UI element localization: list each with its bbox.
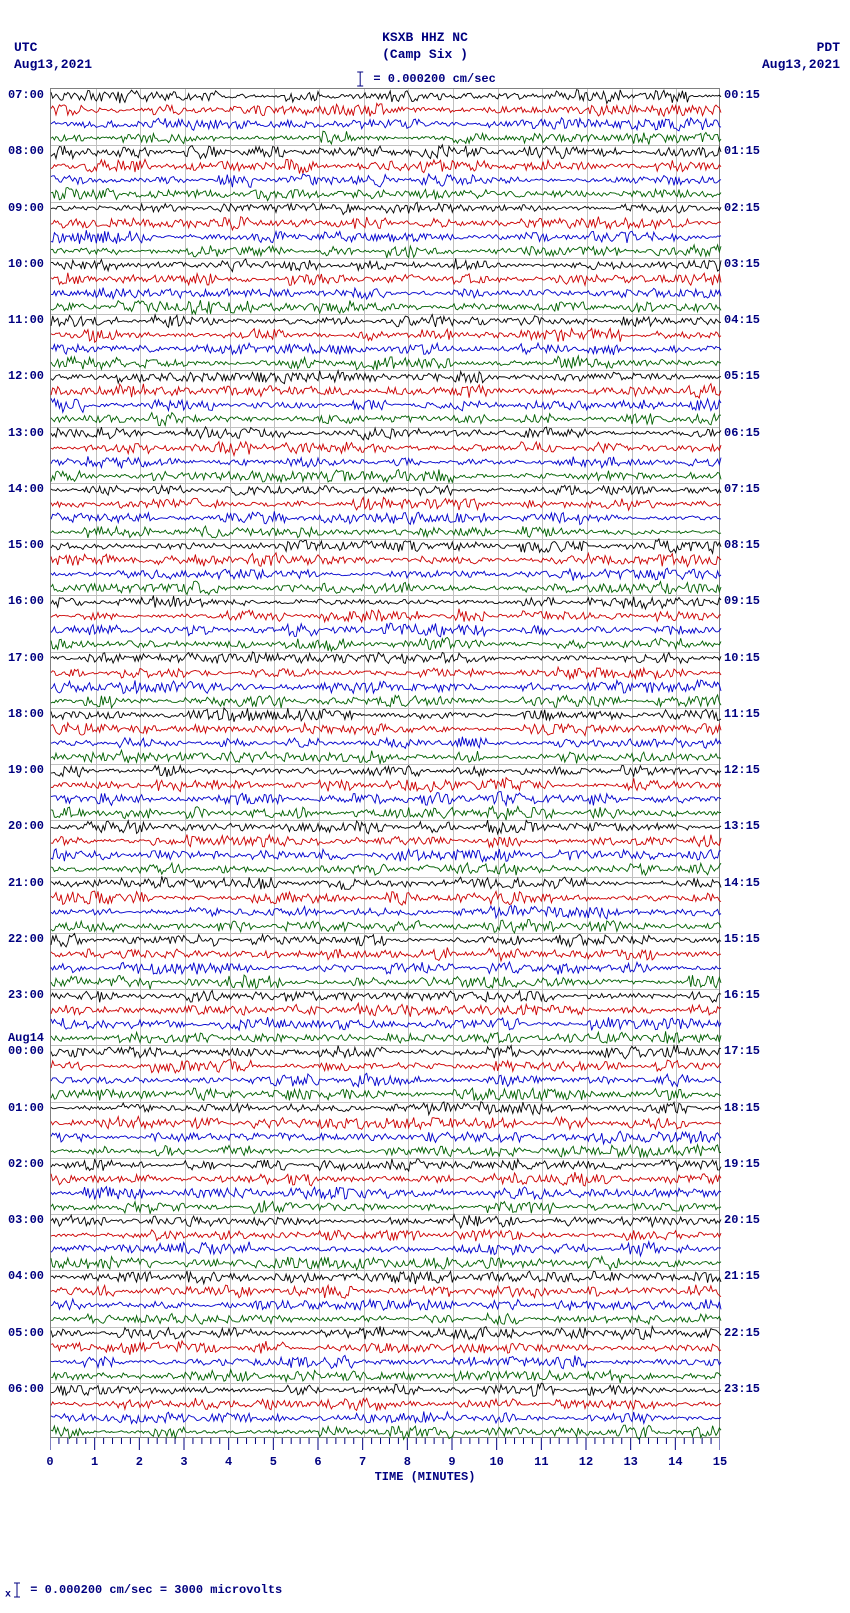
right-date: Aug13,2021 — [762, 57, 840, 74]
utc-time-label: 17:00 — [0, 652, 44, 664]
pdt-time-label: 05:15 — [724, 370, 760, 382]
utc-time-label: 01:00 — [0, 1102, 44, 1114]
pdt-time-label: 14:15 — [724, 877, 760, 889]
utc-time-label: 13:00 — [0, 427, 44, 439]
utc-time-label: 06:00 — [0, 1383, 44, 1395]
utc-time-label: 07:00 — [0, 89, 44, 101]
x-axis-ticks: 0123456789101112131415 — [50, 1438, 720, 1473]
utc-time-label: 20:00 — [0, 820, 44, 832]
utc-time-label: 09:00 — [0, 202, 44, 214]
pdt-time-label: 20:15 — [724, 1214, 760, 1226]
utc-time-label: 11:00 — [0, 314, 44, 326]
pdt-time-label: 02:15 — [724, 202, 760, 214]
utc-time-label: 12:00 — [0, 370, 44, 382]
utc-time-label: 04:00 — [0, 1270, 44, 1282]
pdt-time-label: 19:15 — [724, 1158, 760, 1170]
header-center: KSXB HHZ NC (Camp Six ) — [382, 30, 468, 64]
pdt-time-label: 15:15 — [724, 933, 760, 945]
utc-time-label: 08:00 — [0, 145, 44, 157]
utc-time-label: 18:00 — [0, 708, 44, 720]
utc-time-label: 05:00 — [0, 1327, 44, 1339]
utc-time-label: 14:00 — [0, 483, 44, 495]
utc-time-label: 23:00 — [0, 989, 44, 1001]
pdt-time-label: 11:15 — [724, 708, 760, 720]
utc-time-label: 22:00 — [0, 933, 44, 945]
pdt-time-label: 13:15 — [724, 820, 760, 832]
footer-scale: x = 0.000200 cm/sec = 3000 microvolts — [5, 1581, 282, 1601]
pdt-time-label: 12:15 — [724, 764, 760, 776]
utc-time-label: 21:00 — [0, 877, 44, 889]
date-change-label: Aug14 — [0, 1031, 44, 1045]
header-right: PDT Aug13,2021 — [762, 40, 840, 74]
pdt-time-label: 09:15 — [724, 595, 760, 607]
utc-time-label: 02:00 — [0, 1158, 44, 1170]
utc-time-label: 10:00 — [0, 258, 44, 270]
left-date: Aug13,2021 — [14, 57, 92, 74]
header-left: UTC Aug13,2021 — [14, 40, 92, 74]
pdt-time-label: 10:15 — [724, 652, 760, 664]
utc-time-label: 00:00 — [0, 1045, 44, 1057]
utc-time-label: 19:00 — [0, 764, 44, 776]
utc-time-label: 15:00 — [0, 539, 44, 551]
x-axis-label: TIME (MINUTES) — [375, 1470, 476, 1484]
pdt-label: PDT — [762, 40, 840, 57]
pdt-time-label: 04:15 — [724, 314, 760, 326]
pdt-time-label: 22:15 — [724, 1327, 760, 1339]
pdt-time-label: 21:15 — [724, 1270, 760, 1282]
pdt-time-label: 08:15 — [724, 539, 760, 551]
utc-time-label: 16:00 — [0, 595, 44, 607]
pdt-time-label: 06:15 — [724, 427, 760, 439]
pdt-time-label: 00:15 — [724, 89, 760, 101]
pdt-time-label: 18:15 — [724, 1102, 760, 1114]
utc-label: UTC — [14, 40, 92, 57]
pdt-time-label: 17:15 — [724, 1045, 760, 1057]
station-location: (Camp Six ) — [382, 47, 468, 64]
pdt-time-label: 07:15 — [724, 483, 760, 495]
pdt-time-label: 01:15 — [724, 145, 760, 157]
footer-text: = 0.000200 cm/sec = 3000 microvolts — [23, 1584, 282, 1598]
pdt-time-label: 16:15 — [724, 989, 760, 1001]
pdt-time-label: 23:15 — [724, 1383, 760, 1395]
station-code: KSXB HHZ NC — [382, 30, 468, 47]
pdt-time-label: 03:15 — [724, 258, 760, 270]
helicorder-plot — [50, 88, 720, 1438]
utc-time-label: 03:00 — [0, 1214, 44, 1226]
